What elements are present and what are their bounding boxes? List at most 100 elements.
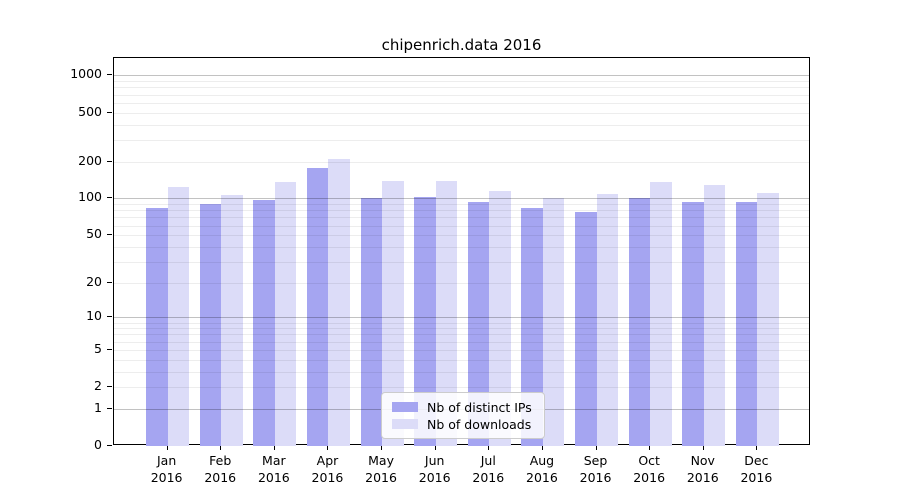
- bar-distinct-ips-dec: [735, 202, 758, 446]
- y-tick-label: 1: [94, 399, 102, 415]
- y-tick-mark: [107, 348, 112, 350]
- x-tick-mark: [649, 445, 651, 450]
- downloads-swatch-icon: [392, 419, 418, 429]
- x-tick-mark: [220, 445, 222, 450]
- x-tick-label: Nov 2016: [686, 453, 719, 485]
- bar-downloads-may: [382, 181, 404, 446]
- x-tick-label: Dec 2016: [740, 453, 773, 485]
- bar-downloads-nov: [703, 184, 726, 446]
- minor-gridline: [114, 81, 809, 83]
- bar-downloads-oct: [650, 182, 672, 446]
- minor-gridline: [114, 282, 809, 284]
- minor-gridline: [114, 322, 809, 324]
- minor-gridline: [114, 112, 809, 114]
- legend-label-distinct-ips: Nb of distinct IPs: [427, 399, 532, 415]
- x-tick-mark: [756, 445, 758, 450]
- bar-downloads-jul: [489, 191, 511, 446]
- x-tick-mark: [541, 445, 543, 450]
- minor-gridline: [114, 87, 809, 89]
- minor-gridline: [114, 371, 809, 373]
- major-gridline: [114, 198, 809, 200]
- bar-downloads-jan: [167, 187, 190, 446]
- y-tick-label: 1000: [70, 66, 102, 82]
- x-tick-mark: [595, 445, 597, 450]
- minor-gridline: [114, 341, 809, 343]
- y-tick-label: 200: [78, 152, 102, 168]
- bar-downloads-aug: [542, 197, 565, 446]
- y-tick-mark: [107, 74, 112, 76]
- minor-gridline: [114, 359, 809, 361]
- x-tick-mark: [434, 445, 436, 450]
- x-tick-label: Aug 2016: [526, 453, 558, 485]
- legend-row-downloads: Nb of downloads: [392, 416, 536, 432]
- minor-gridline: [114, 328, 809, 330]
- bar-distinct-ips-apr: [306, 168, 329, 446]
- minor-gridline: [114, 217, 809, 219]
- legend: Nb of distinct IPs Nb of downloads: [381, 392, 545, 439]
- chart-title: chipenrich.data 2016: [381, 36, 542, 54]
- y-tick-mark: [107, 281, 112, 283]
- x-tick-label: Jan 2016: [150, 453, 183, 485]
- major-gridline: [114, 317, 809, 319]
- minor-gridline: [114, 349, 809, 351]
- bar-distinct-ips-jan: [146, 207, 168, 446]
- y-tick-mark: [107, 445, 112, 446]
- y-tick-label: 100: [78, 189, 102, 205]
- bar-distinct-ips-jun: [414, 197, 436, 446]
- y-tick-label: 10: [86, 308, 102, 324]
- minor-gridline: [114, 210, 809, 212]
- y-tick-label: 5: [94, 340, 102, 356]
- bar-downloads-apr: [328, 158, 350, 446]
- minor-gridline: [114, 387, 809, 389]
- bar-downloads-jun: [435, 180, 458, 446]
- minor-gridline: [114, 225, 809, 227]
- x-tick-mark: [166, 445, 168, 450]
- y-tick-mark: [107, 160, 112, 162]
- y-tick-label: 500: [78, 103, 102, 119]
- y-tick-label: 0: [94, 437, 102, 452]
- x-tick-mark: [702, 445, 704, 450]
- y-tick-mark: [107, 316, 112, 318]
- x-tick-label: Feb 2016: [204, 453, 237, 485]
- x-tick-label: Sep 2016: [579, 453, 612, 485]
- x-tick-mark: [327, 445, 329, 450]
- legend-label-downloads: Nb of downloads: [427, 416, 532, 432]
- x-tick-mark: [273, 445, 275, 450]
- x-tick-label: Oct 2016: [633, 453, 666, 485]
- minor-gridline: [114, 261, 809, 263]
- major-gridline: [114, 75, 809, 77]
- x-tick-mark: [488, 445, 490, 450]
- minor-gridline: [114, 124, 809, 126]
- y-tick-mark: [107, 407, 112, 409]
- bar-distinct-ips-sep: [575, 211, 597, 446]
- minor-gridline: [114, 139, 809, 141]
- bar-downloads-mar: [274, 182, 297, 446]
- x-tick-label: Jul 2016: [472, 453, 505, 485]
- y-tick-label: 20: [86, 273, 102, 289]
- bar-distinct-ips-mar: [253, 200, 275, 446]
- distinct-ips-swatch-icon: [392, 402, 418, 412]
- x-tick-label: Jun 2016: [418, 453, 451, 485]
- bar-downloads-feb: [221, 194, 243, 446]
- bar-distinct-ips-oct: [628, 197, 651, 446]
- bar-distinct-ips-feb: [199, 204, 222, 446]
- legend-row-distinct-ips: Nb of distinct IPs: [392, 399, 536, 415]
- minor-gridline: [114, 246, 809, 248]
- bar-downloads-sep: [596, 194, 619, 446]
- minor-gridline: [114, 204, 809, 206]
- y-tick-mark: [107, 386, 112, 388]
- y-tick-label: 50: [86, 226, 102, 242]
- y-tick-mark: [107, 234, 112, 236]
- bar-distinct-ips-aug: [521, 208, 543, 446]
- x-tick-label: Mar 2016: [257, 453, 290, 485]
- x-tick-label: May 2016: [365, 453, 397, 485]
- minor-gridline: [114, 94, 809, 96]
- y-tick-label: 2: [94, 378, 102, 394]
- minor-gridline: [114, 161, 809, 163]
- minor-gridline: [114, 334, 809, 336]
- bar-distinct-ips-may: [360, 198, 383, 446]
- x-tick-label: Apr 2016: [311, 453, 344, 485]
- y-tick-mark: [107, 111, 112, 113]
- bar-distinct-ips-nov: [682, 201, 704, 446]
